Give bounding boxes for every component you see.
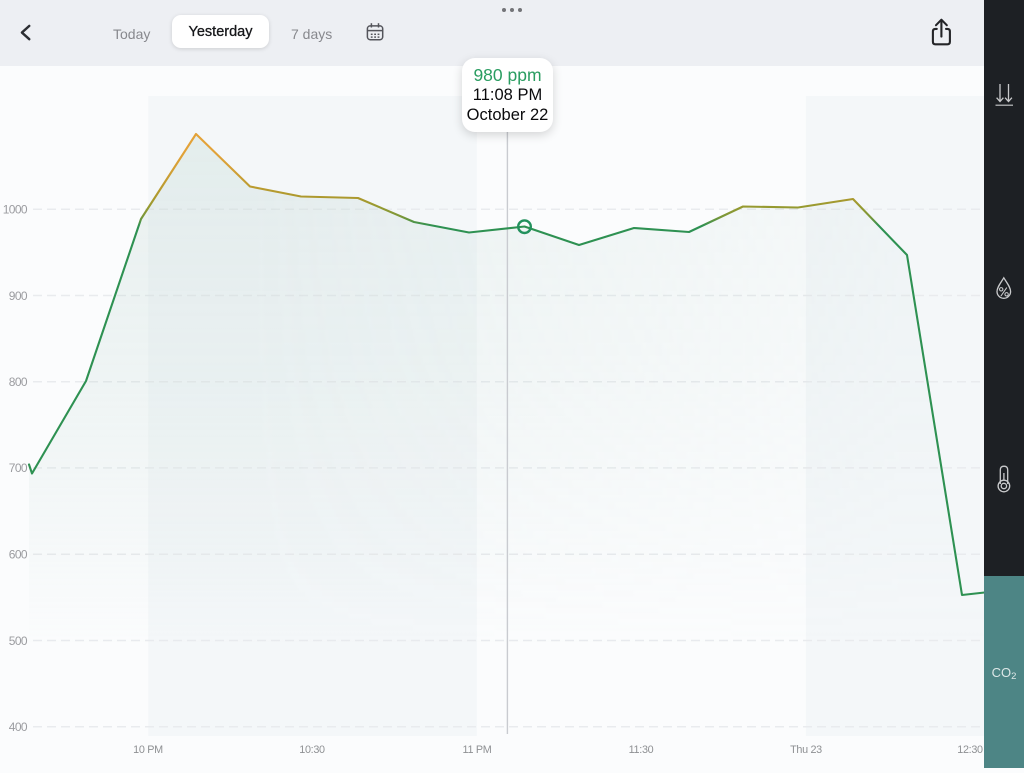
svg-text:600: 600 — [9, 548, 28, 562]
svg-text:700: 700 — [9, 461, 28, 475]
svg-text:10:30: 10:30 — [299, 744, 325, 756]
svg-text:12:30: 12:30 — [957, 744, 983, 756]
svg-text:11 PM: 11 PM — [463, 744, 492, 756]
svg-text:11:30: 11:30 — [629, 744, 654, 756]
svg-text:500: 500 — [9, 634, 28, 648]
svg-text:800: 800 — [9, 375, 28, 389]
svg-text:1000: 1000 — [3, 203, 28, 217]
svg-text:400: 400 — [9, 720, 28, 734]
svg-text:Thu 23: Thu 23 — [790, 744, 822, 756]
svg-text:900: 900 — [9, 289, 28, 303]
svg-text:10 PM: 10 PM — [133, 744, 163, 756]
